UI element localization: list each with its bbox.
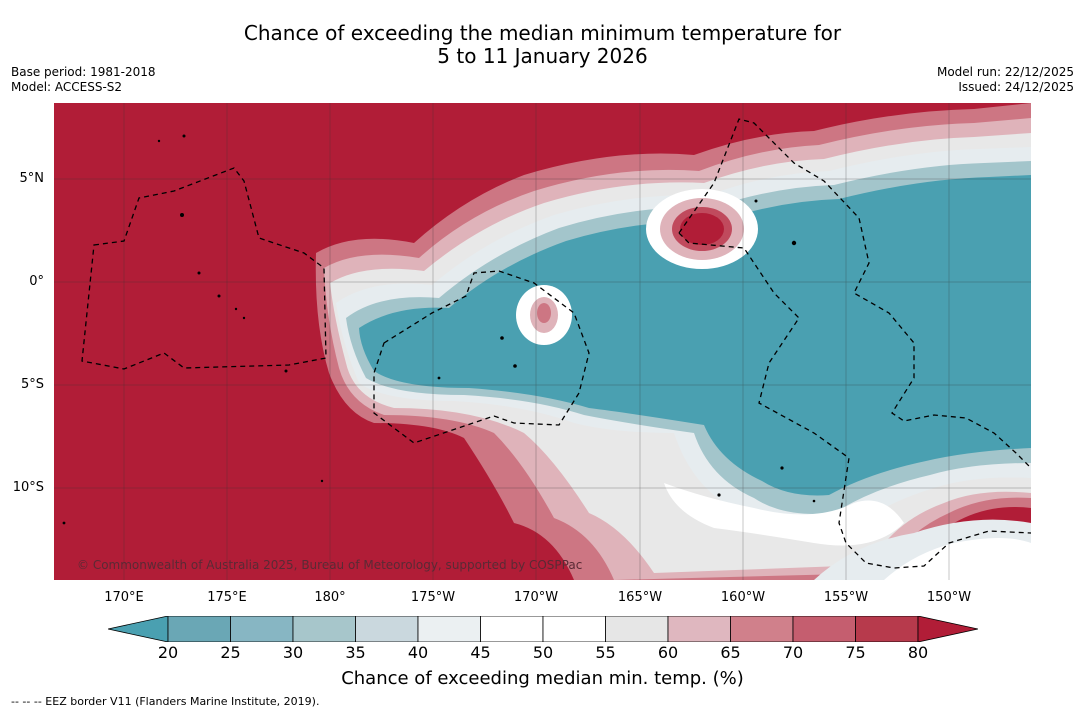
map-canvas: [54, 103, 1031, 580]
lat-label-5s: 5°S: [20, 377, 44, 392]
lon-label-150w: 150°W: [926, 590, 972, 605]
colorbar-segment: [542, 616, 606, 642]
colorbar-tick-label: 20: [157, 643, 179, 662]
islands: [62, 134, 816, 525]
colorbar-segment: [230, 616, 294, 642]
colorbar: [108, 616, 978, 642]
colorbar-tick-label: 35: [345, 643, 366, 662]
lon-label-175e: 175°E: [207, 590, 247, 605]
lat-label-0: 0°: [29, 274, 44, 289]
lon-label-170w: 170°W: [513, 590, 559, 605]
colorbar-segment: [605, 616, 669, 642]
colorbar-segment: [667, 616, 731, 642]
eez-line-islands: [678, 118, 1031, 469]
lon-label-170e: 170°E: [104, 590, 144, 605]
lon-label-160w: 160°W: [720, 590, 766, 605]
lon-label-165w: 165°W: [617, 590, 663, 605]
colorbar-tick-label: 30: [282, 643, 304, 662]
eez-line-east: [678, 232, 1031, 569]
eez-legend-note: -- -- -- EEZ border V11 (Flanders Marine…: [11, 695, 320, 708]
colorbar-high-extend: [917, 616, 978, 642]
colorbar-tick-label: 45: [470, 643, 491, 662]
southeast-white: [884, 538, 1031, 580]
colorbar-tick-label: 80: [907, 643, 929, 662]
colorbar-segment: [167, 616, 231, 642]
colorbar-tick-label: 60: [657, 643, 679, 662]
colorbar-segment: [730, 616, 794, 642]
colorbar-low-extend: [108, 616, 169, 642]
meta-right: Model run: 22/12/2025 Issued: 24/12/2025: [937, 65, 1074, 95]
lon-label-175w: 175°W: [410, 590, 456, 605]
lon-label-155w: 155°W: [823, 590, 869, 605]
colorbar-segment: [792, 616, 856, 642]
chart-title-line2: 5 to 11 January 2026: [437, 44, 648, 68]
model-name: Model: ACCESS-S2: [11, 80, 123, 94]
base-period: Base period: 1981-2018: [11, 65, 156, 79]
colorbar-tick-label: 75: [845, 643, 866, 662]
colorbar-segment: [480, 616, 544, 642]
colorbar-tick-label: 50: [532, 643, 554, 662]
grid-lines: [54, 103, 1031, 580]
colorbar-tick-label: 65: [720, 643, 741, 662]
neutral-south: [664, 483, 904, 546]
colorbar-segment: [355, 616, 419, 642]
chart-title-line1: Chance of exceeding the median minimum t…: [243, 21, 842, 45]
eez-kiribati-gilberts: [81, 167, 327, 370]
colorbar-segment: [292, 616, 356, 642]
colorbar-tick-label: 40: [407, 643, 429, 662]
band-low: [359, 175, 1031, 496]
colorbar-tick-label: 70: [782, 643, 804, 662]
colorbar-segment: [855, 616, 919, 642]
warm-blob-core: [537, 303, 551, 323]
colorbar-tick-label: 55: [595, 643, 616, 662]
lat-label-5n: 5°N: [19, 171, 45, 186]
map-credit: © Commonwealth of Australia 2025, Bureau…: [77, 558, 583, 572]
cool-tongue: [315, 103, 1031, 580]
colorbar-segments: [167, 616, 919, 642]
meta-left: Base period: 1981-2018 Model: ACCESS-S2: [11, 65, 156, 95]
model-run: Model run: 22/12/2025: [936, 65, 1074, 79]
eez-borders: [81, 118, 1031, 569]
warm-hole-core: [680, 213, 724, 245]
lat-label-10s: 10°S: [12, 480, 44, 495]
colorbar-tick-label: 25: [220, 643, 241, 662]
colorbar-segment: [417, 616, 481, 642]
colorbar-label: Chance of exceeding median min. temp. (%…: [341, 668, 744, 689]
forecast-map: © Commonwealth of Australia 2025, Bureau…: [54, 103, 1031, 580]
lon-label-180: 180°: [314, 590, 346, 605]
issued-date: Issued: 24/12/2025: [958, 80, 1074, 94]
